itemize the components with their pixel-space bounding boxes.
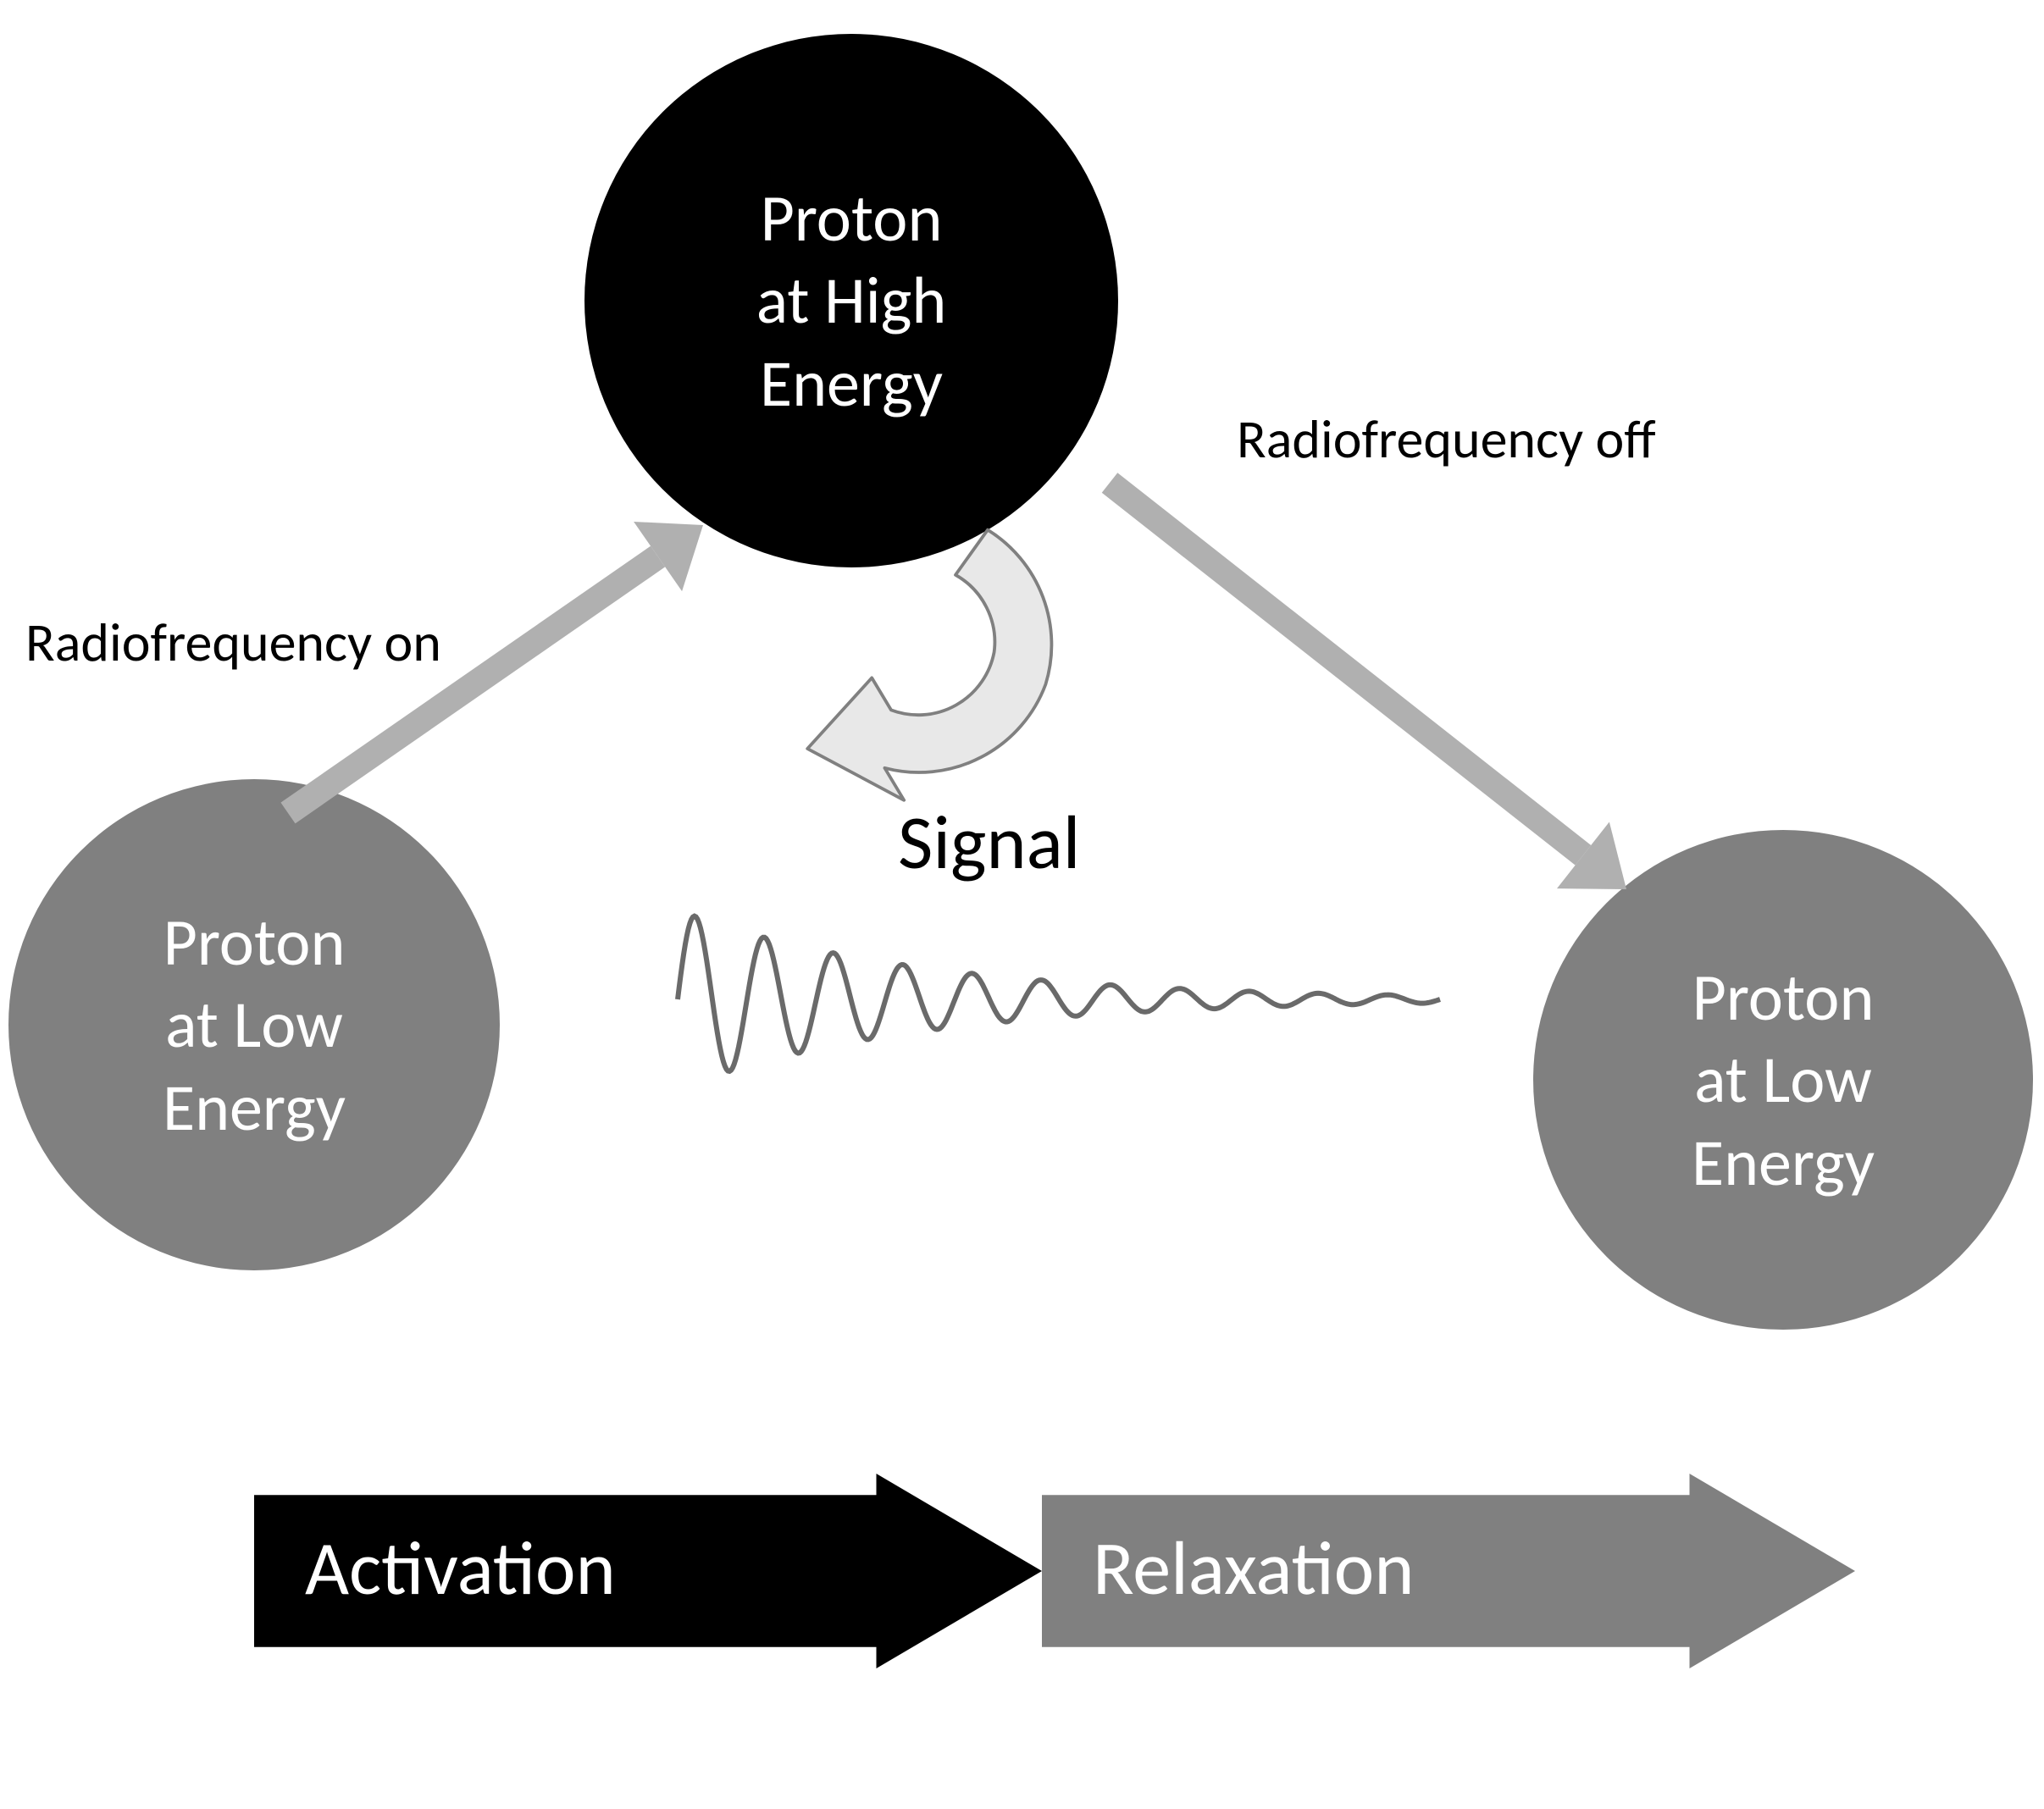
block-arrow-activation-label: Activation [254,1522,902,1615]
signal-wave-icon [678,906,1440,1093]
node-proton-low-energy-left-label: Proton at Low Energy [163,901,346,1149]
curved-arrow-signal-icon [762,491,1084,813]
label-rf-on: Radiofrequency on [25,610,441,676]
label-rf-off: Radiofrequency off [1237,407,1656,473]
node-proton-low-energy-right-label: Proton at Low Energy [1692,956,1875,1204]
block-arrow-relaxation-label: Relaxation [1042,1522,1715,1615]
signal-label: Signal [898,796,1080,889]
arrow-rf-off [1059,432,1677,940]
node-proton-high-energy-label: Proton at High Energy [756,177,947,425]
